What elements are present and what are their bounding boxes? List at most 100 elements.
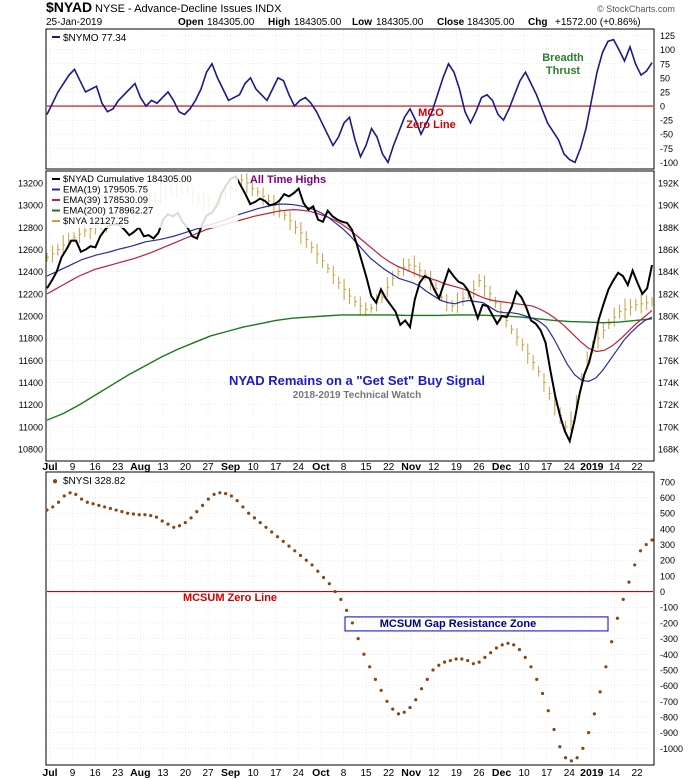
- x-tick-label: Aug: [130, 461, 150, 473]
- x-tick-label: 19: [451, 768, 463, 779]
- x-tick-label: Jul: [42, 461, 57, 473]
- nysi-point: [552, 727, 556, 732]
- nysi-point: [368, 665, 372, 669]
- y-tick-label: 300: [660, 540, 675, 550]
- nysi-point: [79, 497, 84, 501]
- x-tick-label: 8: [341, 768, 347, 779]
- mco-annotation: MCO: [418, 107, 444, 119]
- nysi-point: [45, 508, 49, 512]
- y-tick-label: -75: [660, 144, 673, 154]
- x-tick-label: 27: [202, 462, 214, 473]
- nysi-point: [229, 494, 233, 498]
- nysi-point: [264, 525, 268, 529]
- x-tick-label: 12: [428, 768, 440, 779]
- y-tick-label-left: 12800: [18, 223, 43, 233]
- nysi-legend-bg: [48, 474, 143, 487]
- x-tick-label: 22: [631, 462, 643, 473]
- nysi-point: [74, 492, 78, 496]
- y-tick-label: 0: [660, 102, 665, 112]
- nysi-point: [471, 662, 475, 666]
- nysi-point: [224, 491, 228, 496]
- nysi-point: [241, 505, 245, 509]
- nysi-point: [275, 535, 280, 539]
- close-value: 184305.00: [467, 17, 515, 28]
- nysi-point: [529, 665, 533, 669]
- nysi-point: [563, 756, 568, 760]
- nysi-point: [500, 643, 504, 647]
- nysi-point: [316, 569, 320, 573]
- nysi-point: [321, 575, 326, 580]
- y-tick-label-left: 10800: [18, 444, 43, 454]
- high-value: 184305.00: [294, 17, 342, 28]
- nysi-point: [258, 520, 262, 525]
- x-tick-label: 10: [248, 462, 260, 473]
- y-tick-label: -900: [660, 728, 678, 738]
- nysi-point: [569, 759, 573, 763]
- x-tick-label: 16: [90, 768, 102, 779]
- x-tick-label: 24: [293, 768, 305, 779]
- credit-label: © StockCharts.com: [597, 4, 675, 14]
- x-tick-label: 9: [70, 768, 76, 779]
- nysi-point: [379, 688, 383, 692]
- chg-label: Chg: [528, 17, 547, 28]
- nysi-point: [172, 525, 176, 529]
- nymo-y-tick-labels: 125 100 75 50 25 0 -25 -50 -75 -100: [660, 31, 678, 168]
- y-tick-label-left: 13200: [18, 179, 43, 189]
- nysi-point: [85, 500, 89, 504]
- nysi-point: [650, 538, 654, 542]
- nysi-point: [540, 691, 545, 696]
- x-tick-label: 22: [383, 462, 395, 473]
- x-tick-label: 12: [428, 462, 440, 473]
- nysi-point: [350, 621, 354, 625]
- y-tick-label-right: 190K: [658, 201, 679, 211]
- x-tick-label: Oct: [312, 461, 330, 473]
- open-label: Open: [178, 17, 204, 28]
- nyad-y-tick-labels: 13200 192K 13000 190K 12800 188K 12600 186K 1240…: [18, 179, 679, 455]
- x-tick-label: Aug: [130, 767, 150, 779]
- y-tick-label-right: 172K: [658, 400, 679, 410]
- x-tick-label: 20: [180, 768, 192, 779]
- y-tick-label-right: 182K: [658, 289, 679, 299]
- nysi-point: [627, 580, 631, 584]
- y-tick-label-right: 192K: [658, 179, 679, 189]
- x-axis-bottom: Jul 9 16 23 Aug 13 20 27 Sep 10 17 24 Oct 8 15 22 Nov 12 1…: [42, 767, 643, 779]
- nysi-point: [51, 505, 55, 509]
- nysi-point: [598, 690, 602, 694]
- nysi-point: [414, 698, 418, 702]
- y-tick-label-left: 11000: [19, 422, 43, 432]
- x-tick-label: Dec: [492, 767, 511, 779]
- y-tick-label-right: 174K: [658, 378, 679, 388]
- nysi-legend-swatch: ●: [52, 476, 58, 487]
- nysi-point: [523, 655, 527, 660]
- x-tick-label: Sep: [221, 461, 240, 473]
- nysi-point: [62, 494, 66, 498]
- x-tick-label: 15: [361, 768, 373, 779]
- nysi-point: [442, 660, 447, 664]
- nysi-point: [166, 522, 170, 526]
- x-axis-middle: Jul 9 16 23 Aug 13 20 27 Sep 10 17 24 Oct 8 15 22 Nov 12 1…: [42, 461, 643, 473]
- nysi-point: [483, 655, 487, 660]
- nysi-point: [431, 668, 435, 672]
- nysi-point: [177, 524, 182, 528]
- y-tick-label-left: 11200: [19, 400, 43, 410]
- nymo-panel-frame: [45, 28, 655, 170]
- signal-annotation: NYAD Remains on a "Get Set" Buy Signal: [229, 373, 485, 388]
- nysi-panel-frame: [45, 471, 655, 766]
- x-tick-label: 10: [248, 768, 260, 779]
- x-tick-label: 23: [112, 462, 124, 473]
- mcsum-zero-annotation: MCSUM Zero Line: [183, 592, 277, 604]
- legend-background: [48, 173, 238, 228]
- nysi-point: [103, 505, 107, 509]
- x-tick-label: 24: [564, 462, 576, 473]
- nysi-point: [466, 658, 470, 663]
- nysi-point: [644, 542, 648, 547]
- x-tick-label: 9: [70, 462, 76, 473]
- x-tick-label: 17: [541, 462, 553, 473]
- y-tick-label: 200: [660, 556, 675, 566]
- chg-value: +1572.00 (+0.86%): [555, 17, 641, 28]
- x-tick-label: Sep: [221, 767, 240, 779]
- nysi-point: [212, 492, 216, 496]
- nysi-point: [633, 563, 637, 567]
- x-tick-label: Nov: [401, 767, 421, 779]
- ema200-line: [46, 314, 653, 421]
